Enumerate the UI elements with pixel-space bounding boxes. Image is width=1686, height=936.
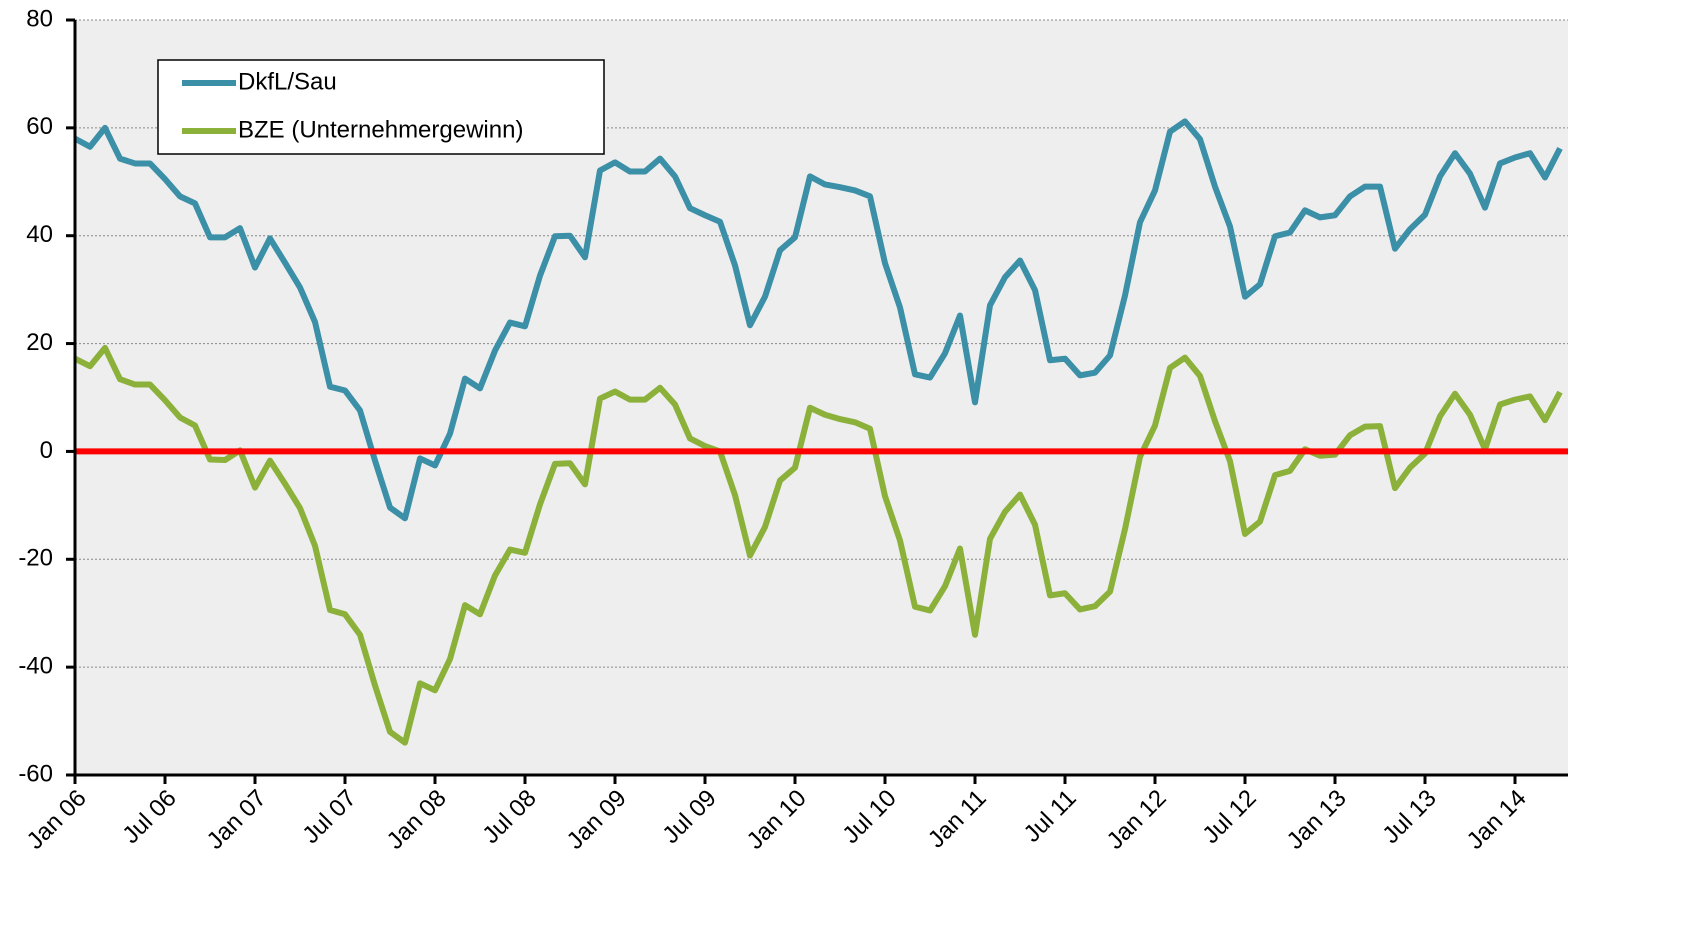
- x-tick-label: Jan 09: [562, 785, 632, 855]
- x-tick-label: Jul 08: [477, 785, 541, 849]
- y-tick-label: 40: [26, 221, 53, 248]
- x-tick-label: Jul 10: [837, 785, 901, 849]
- x-tick-label: Jan 13: [1282, 785, 1352, 855]
- y-tick-label: -40: [18, 652, 53, 679]
- x-tick-label: Jul 11: [1019, 785, 1082, 848]
- x-tick-label: Jul 12: [1197, 785, 1261, 849]
- x-tick-label: Jan 11: [923, 785, 992, 854]
- y-tick-label: 0: [40, 437, 53, 464]
- legend-label: BZE (Unternehmergewinn): [238, 116, 523, 143]
- x-tick-label: Jan 14: [1462, 785, 1532, 855]
- x-tick-label: Jul 09: [657, 785, 721, 849]
- x-tick-label: Jan 10: [742, 785, 812, 855]
- x-tick-label: Jan 08: [382, 785, 452, 855]
- y-tick-label: -20: [18, 545, 53, 572]
- legend-label: DkfL/Sau: [238, 68, 337, 95]
- y-tick-label: -60: [18, 760, 53, 787]
- y-tick-label: 20: [26, 329, 53, 356]
- x-tick-label: Jul 06: [117, 785, 181, 849]
- x-tick-label: Jan 07: [202, 785, 272, 855]
- x-tick-label: Jul 13: [1377, 785, 1441, 849]
- series-line: [73, 118, 1563, 522]
- y-tick-label: 60: [26, 113, 53, 140]
- legend-box: [157, 59, 605, 155]
- x-tick-label: Jan 12: [1102, 785, 1172, 855]
- y-tick-label: 80: [26, 5, 53, 32]
- x-tick-label: Jan 06: [22, 785, 92, 855]
- x-tick-label: Jul 07: [297, 785, 361, 849]
